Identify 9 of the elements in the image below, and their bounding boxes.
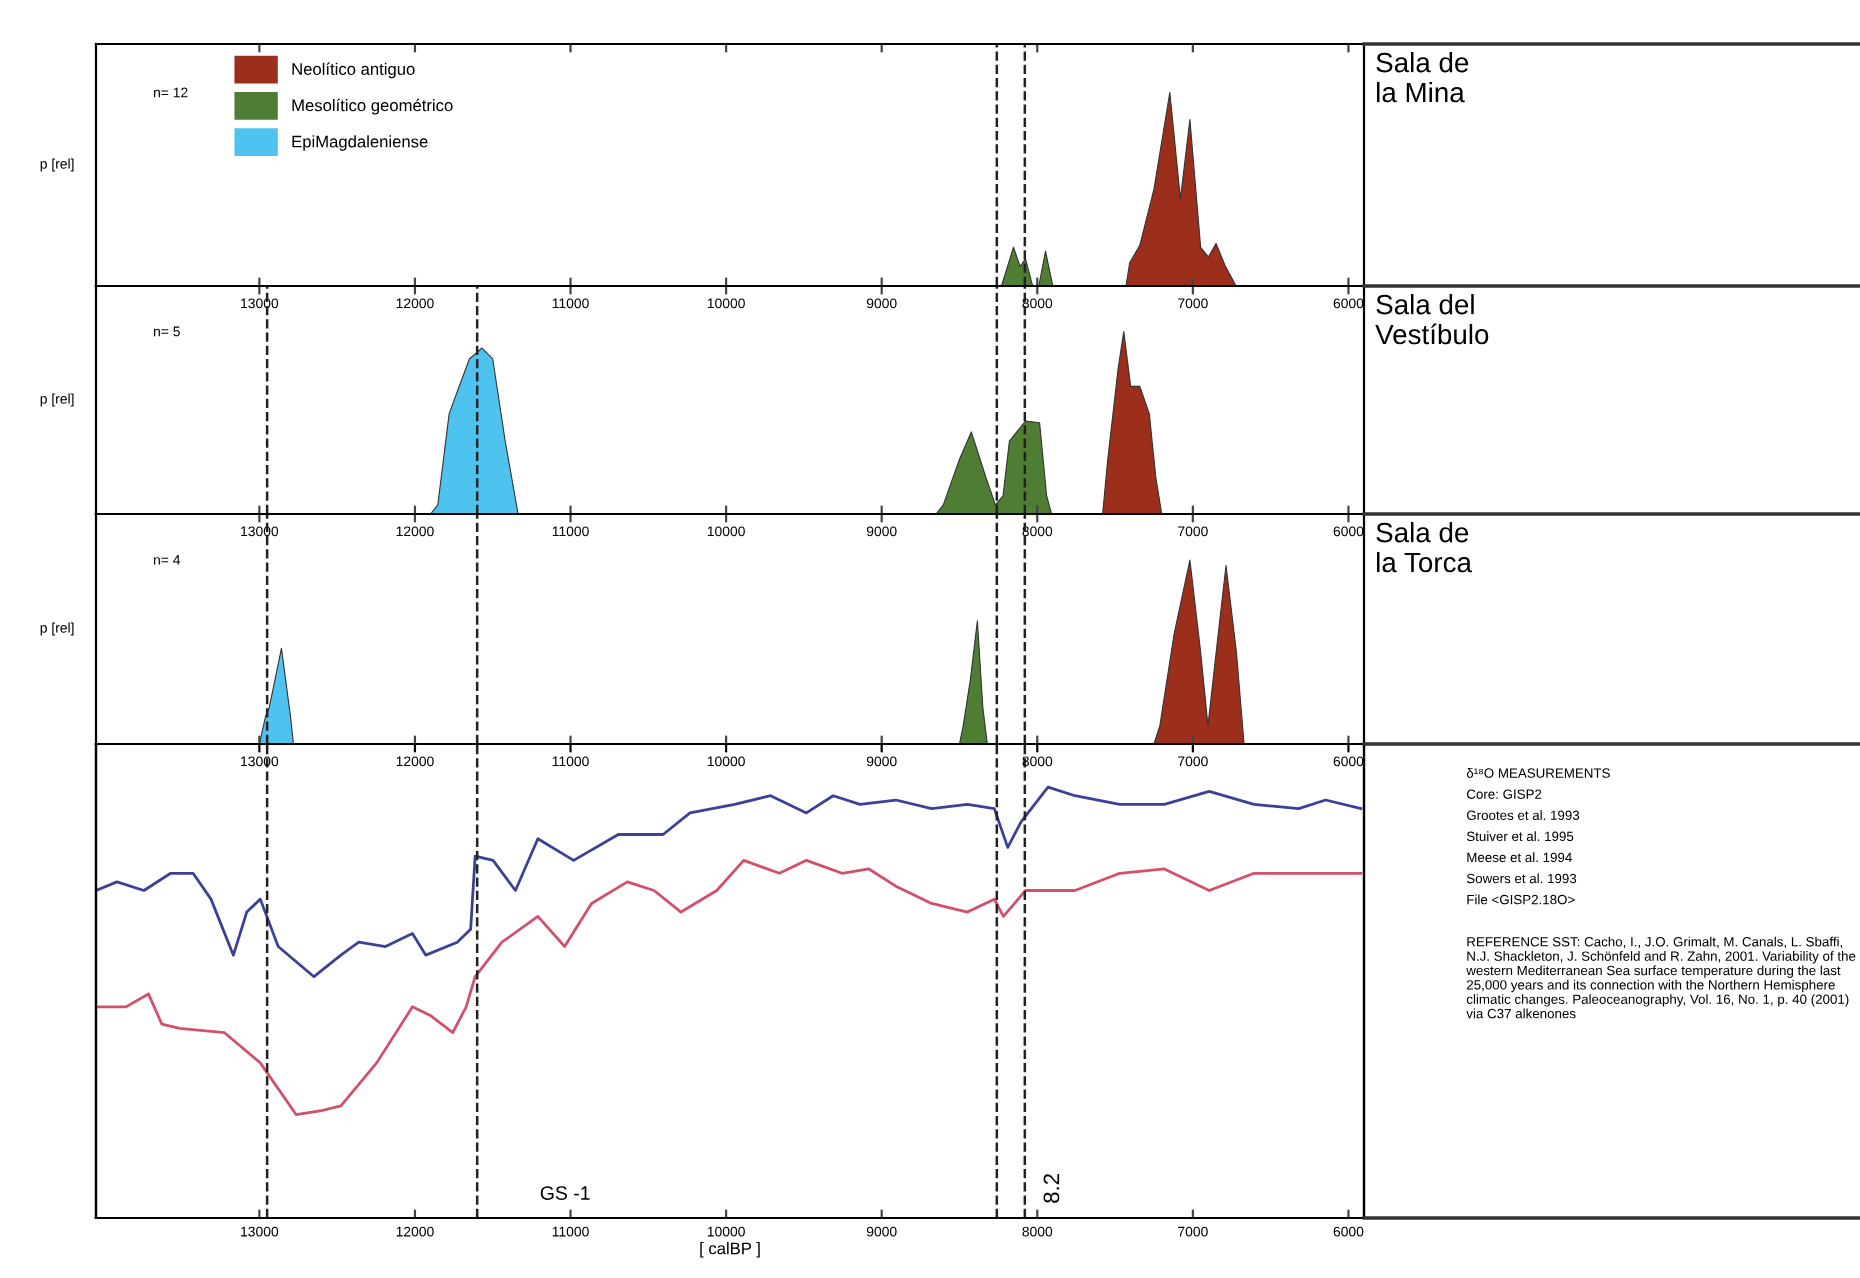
legend-label: Mesolítico geométrico	[292, 98, 453, 115]
text: Sala de la Torca	[1376, 522, 1472, 573]
legend-label: Neolítico antiguo	[292, 62, 415, 79]
text: Sala de la Mina	[1376, 52, 1469, 103]
x-axis-title: [ calBP ]	[700, 1242, 760, 1258]
annotation: GS -1	[540, 1186, 590, 1200]
legend-label: EpiMagdaleniense	[292, 135, 428, 151]
annotation: 8.2	[1043, 1174, 1060, 1203]
text: Sala del Vestíbulo	[1375, 294, 1489, 345]
